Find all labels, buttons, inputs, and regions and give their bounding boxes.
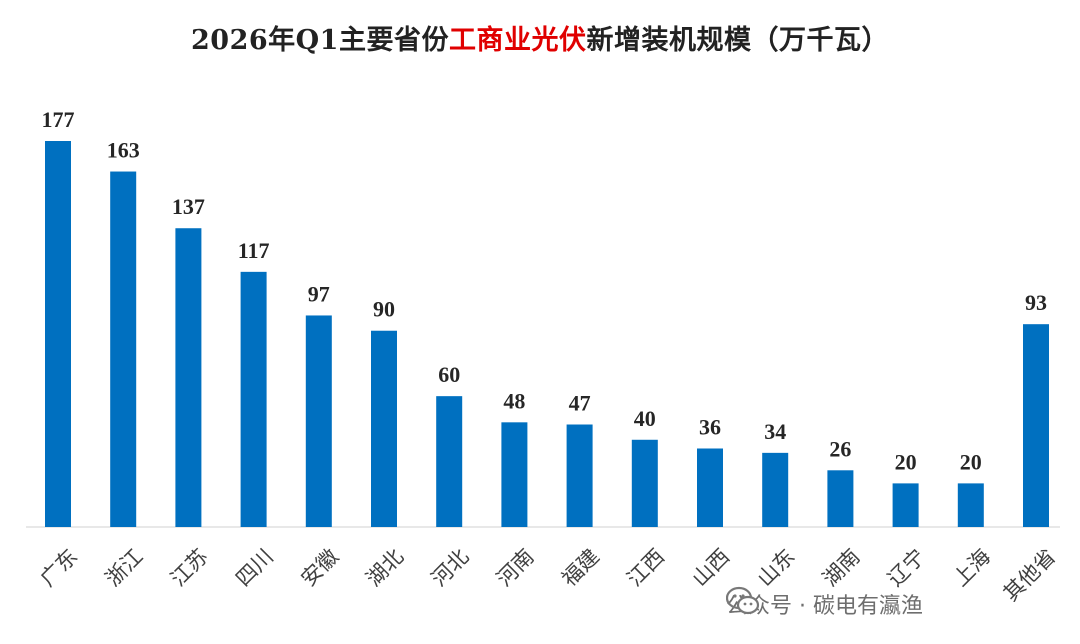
data-label: 93	[1025, 290, 1047, 315]
data-label: 177	[42, 107, 75, 132]
data-label: 40	[634, 406, 656, 431]
bar	[240, 271, 267, 527]
bar	[501, 422, 528, 527]
x-tick-label: 福建	[557, 544, 604, 591]
bar	[436, 396, 463, 527]
bar	[827, 470, 854, 527]
x-tick-label: 四川	[231, 544, 278, 591]
x-tick-label: 湖北	[362, 544, 409, 591]
bar	[892, 483, 919, 527]
bar	[305, 315, 332, 527]
data-label: 137	[172, 194, 205, 219]
x-tick-label: 河南	[492, 544, 539, 591]
data-label: 60	[438, 362, 460, 387]
data-label: 47	[569, 391, 591, 416]
data-label: 26	[829, 436, 851, 461]
x-tick-label: 浙江	[101, 544, 148, 591]
data-label: 20	[895, 449, 917, 474]
x-tick-label: 江西	[622, 544, 669, 591]
bar	[957, 483, 984, 527]
bar	[697, 448, 723, 527]
x-tick-label: 河北	[427, 544, 474, 591]
bar	[1023, 324, 1049, 527]
watermark: 公众号 · 碳电有瀛渔	[726, 586, 923, 622]
wechat-icon	[726, 586, 760, 615]
data-label: 36	[699, 414, 721, 439]
x-tick-label: 山西	[688, 544, 735, 591]
x-tick-label: 广东	[36, 544, 83, 591]
x-tick-label: 安徽	[296, 544, 343, 591]
data-label: 163	[107, 138, 140, 163]
x-tick-label: 辽宁	[883, 544, 930, 591]
data-label: 20	[960, 449, 982, 474]
x-tick-label: 湖南	[818, 544, 865, 591]
bar	[175, 228, 202, 528]
chart-title: 2026年Q1主要省份工商业光伏新增装机规模（万千瓦）	[0, 18, 1080, 57]
title-suffix: 新增装机规模（万千瓦）	[586, 25, 889, 56]
data-label: 48	[503, 388, 525, 413]
x-tick-label: 上海	[948, 544, 995, 591]
x-tick-label: 山东	[753, 544, 800, 591]
bar	[762, 452, 789, 527]
title-highlight: 工商业光伏	[448, 25, 587, 56]
bar	[45, 141, 71, 527]
bar	[631, 439, 658, 527]
data-label: 97	[308, 281, 330, 306]
bar	[371, 330, 397, 527]
x-tick-label: 其他省	[999, 544, 1061, 606]
data-label: 117	[238, 238, 270, 263]
data-label: 34	[764, 419, 786, 444]
bar	[566, 424, 593, 527]
bar	[110, 171, 137, 527]
x-tick-label: 江苏	[166, 544, 213, 591]
title-prefix: 2026年Q1主要省份	[191, 25, 449, 56]
data-label: 90	[373, 297, 395, 322]
